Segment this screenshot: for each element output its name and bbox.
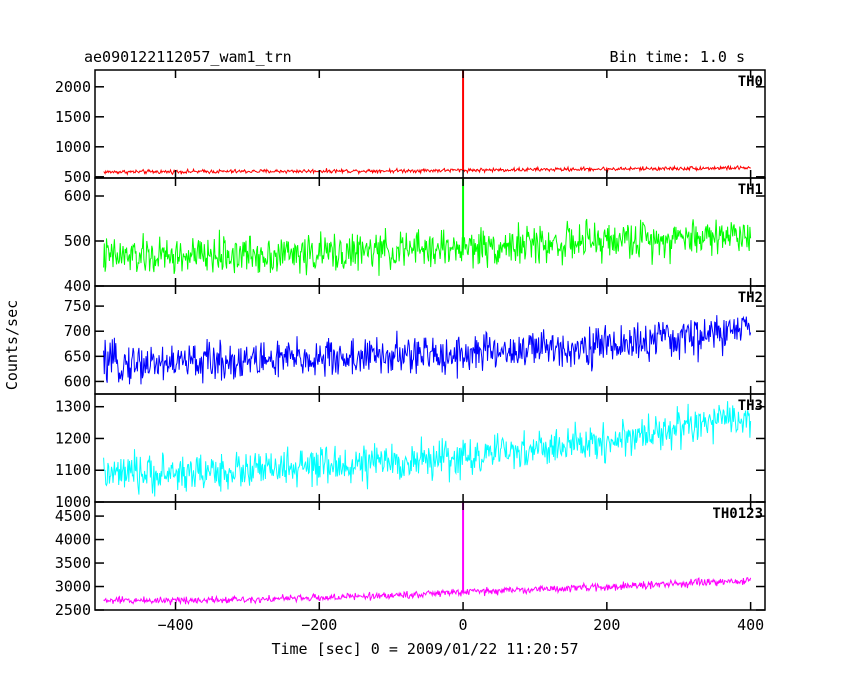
y-tick-label: 400: [64, 277, 91, 295]
panel-frame-TH1: [94, 177, 766, 287]
panel-frame-TH0: [94, 69, 766, 179]
y-tick-label: 600: [64, 187, 91, 205]
y-tick-label: 500: [64, 168, 91, 186]
y-tick-label: 650: [64, 347, 91, 365]
y-tick-label: 3000: [55, 578, 91, 596]
series-line-TH3: [103, 401, 752, 497]
y-tick-label: 750: [64, 297, 91, 315]
y-tick-label: 4500: [55, 507, 91, 525]
y-tick-label: 700: [64, 322, 91, 340]
x-axis-title: Time [sec] 0 = 2009/01/22 11:20:57: [271, 640, 578, 658]
y-tick-label: 1300: [55, 398, 91, 416]
bin-time-label: Bin time: 1.0 s: [610, 48, 745, 66]
y-tick-label: 1100: [55, 461, 91, 479]
y-axis-title: Counts/sec: [3, 300, 21, 390]
x-tick-label: 400: [737, 616, 764, 634]
series-line-TH0: [103, 164, 751, 176]
y-tick-label: 4000: [55, 531, 91, 549]
panel-label-TH0123: TH0123: [712, 506, 763, 522]
panel-label-TH0: TH0: [738, 74, 763, 90]
x-tick-label: −200: [301, 616, 337, 634]
panel-frame-TH3: [94, 393, 766, 503]
chart-title: ae090122112057_wam1_trn: [84, 48, 292, 66]
series-line-TH0123: [103, 577, 752, 606]
y-tick-label: 2000: [55, 78, 91, 96]
y-tick-label: 1000: [55, 138, 91, 156]
y-tick-label: 500: [64, 232, 91, 250]
y-tick-label: 3500: [55, 554, 91, 572]
y-tick-label: 600: [64, 372, 91, 390]
x-tick-label: 0: [459, 616, 468, 634]
series-line-TH2: [103, 315, 752, 385]
panel-frame-TH0123: [94, 501, 766, 611]
y-tick-label: 1000: [55, 493, 91, 511]
y-tick-label: 1500: [55, 108, 91, 126]
panel-label-TH3: TH3: [738, 398, 763, 414]
panel-label-TH1: TH1: [738, 182, 763, 198]
panel-label-TH2: TH2: [738, 290, 763, 306]
y-tick-label: 2500: [55, 601, 91, 619]
x-tick-label: 200: [593, 616, 620, 634]
x-tick-label: −400: [157, 616, 193, 634]
y-tick-label: 1200: [55, 429, 91, 447]
series-line-TH1: [103, 218, 752, 276]
panel-frame-TH2: [94, 285, 766, 395]
